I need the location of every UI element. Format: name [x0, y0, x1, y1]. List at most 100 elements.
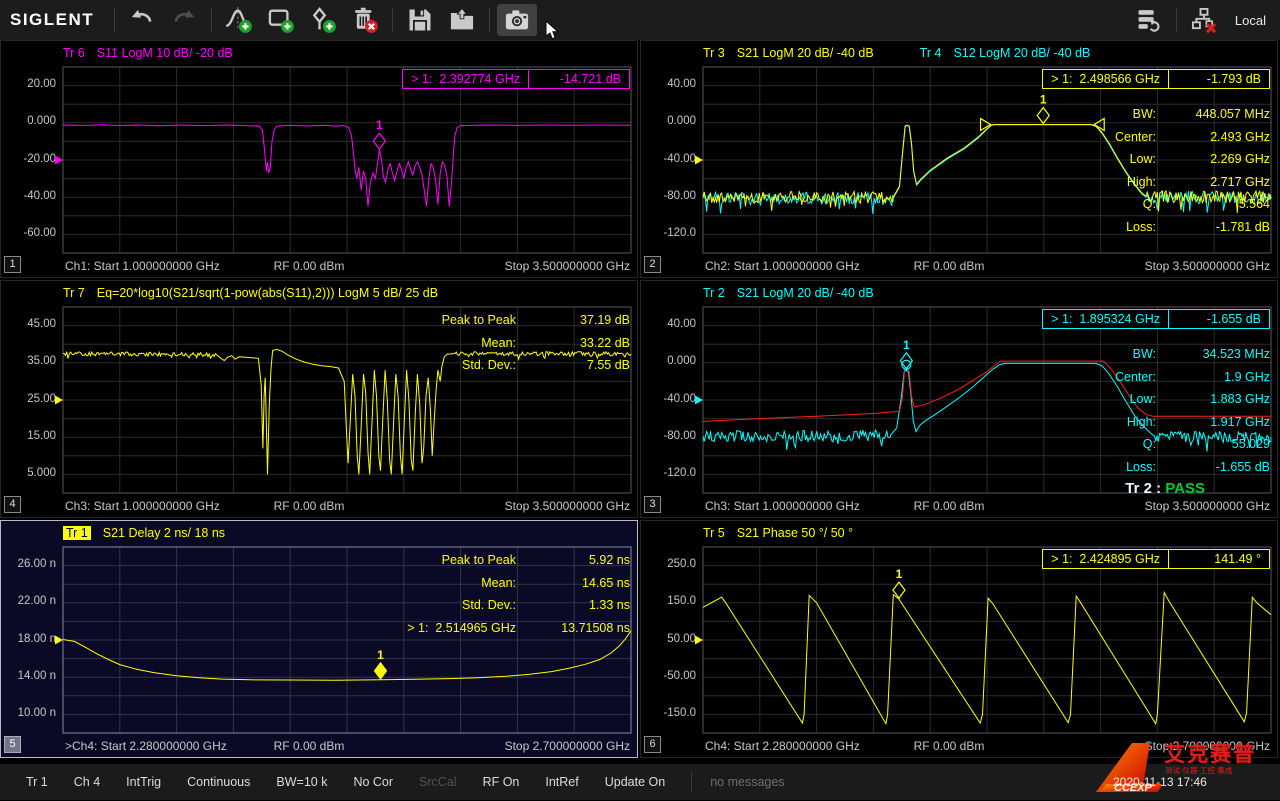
trace-header-segment[interactable]: Tr 2 — [703, 286, 725, 300]
status-item-intref[interactable]: IntRef — [545, 775, 579, 789]
toolbar-separator — [211, 8, 213, 32]
stats-value: 13.71508 ns — [561, 620, 630, 635]
screenshot-button[interactable] — [497, 4, 538, 36]
system-info-button[interactable] — [1129, 4, 1169, 36]
rf-power-label: RF 0.00 dBm — [273, 499, 345, 513]
window-number-badge[interactable]: 3 — [644, 496, 661, 513]
add-window-button[interactable] — [261, 4, 301, 36]
trace-header-segment[interactable]: Tr 3 — [703, 46, 725, 60]
redo-button[interactable] — [164, 4, 204, 36]
measurement-window-2[interactable]: Tr 3 S21 LogM 20 dB/ -40 dB Tr 4 S12 LogM 2… — [640, 40, 1278, 278]
status-item-bw-10-k[interactable]: BW=10 k — [276, 775, 328, 789]
channel-stop-label: Stop 3.500000000 GHz — [1144, 259, 1270, 273]
add-trace-button[interactable] — [219, 4, 259, 36]
measurement-window-6[interactable]: Tr 5 S21 Phase 50 °/ 50 ° 250.0 150.0 50.00 -… — [640, 520, 1278, 758]
marker-amplitude-value: -14.721 dB — [528, 70, 629, 88]
marker-number-label: 1 — [377, 648, 384, 662]
channel-start-label: Ch3: Start 1.000000000 GHz — [705, 499, 860, 513]
status-item-tr-1[interactable]: Tr 1 — [26, 775, 48, 789]
chart-plot[interactable]: 1 — [53, 541, 643, 741]
add-window-icon — [268, 9, 295, 33]
stats-value: 2.493 GHz — [1210, 129, 1270, 144]
y-axis-label: -20.00 — [23, 152, 56, 165]
measurement-window-1[interactable]: Tr 6 S11 LogM 10 dB/ -20 dB 20.00 0.000 -20.… — [0, 40, 638, 278]
status-item-no-cor[interactable]: No Cor — [353, 775, 394, 789]
trace-header-segment[interactable]: S12 LogM 20 dB/ -40 dB — [953, 46, 1091, 60]
measurement-stats: BW: 34.523 MHz Center: 1.9 GHz Low: 1.883 GHz… — [1115, 343, 1270, 478]
save-icon — [409, 9, 431, 31]
marker-diamond-icon — [1036, 106, 1050, 125]
y-axis-label: 150.0 — [667, 595, 696, 608]
redo-icon — [174, 9, 195, 22]
y-axis-label: 26.00 n — [17, 558, 56, 571]
toolbar-separator — [114, 8, 116, 32]
stats-value: 55.029 — [1231, 437, 1270, 452]
stats-value: 2.717 GHz — [1210, 174, 1270, 189]
stats-value: -1.655 dB — [1215, 459, 1270, 474]
y-axis-label: -150.0 — [663, 706, 696, 719]
y-axis-label: 40.00 — [667, 318, 696, 331]
window-number-badge[interactable]: 2 — [644, 256, 661, 273]
system-message: no messages — [710, 775, 785, 789]
chart-plot[interactable]: 1 — [53, 61, 643, 261]
window-number-badge[interactable]: 5 — [4, 736, 21, 753]
delete-button[interactable] — [345, 4, 385, 36]
delete-icon — [355, 7, 379, 33]
trace-header-segment[interactable]: Eq=20*log10(S21/sqrt(1-pow(abs(S11),2)))… — [96, 286, 439, 300]
chart-plot[interactable]: 1 — [693, 61, 1280, 261]
reference-level-arrow — [695, 395, 703, 405]
window-number-badge[interactable]: 6 — [644, 736, 661, 753]
trace-header-segment[interactable]: Tr 7 — [63, 286, 85, 300]
chart-plot[interactable]: 1 — [693, 541, 1280, 741]
trace-line — [702, 124, 1272, 214]
recall-button[interactable] — [442, 4, 482, 36]
undo-button[interactable] — [122, 4, 162, 36]
local-mode-label: Local — [1234, 12, 1266, 28]
trace-header-segment[interactable]: S21 Delay 2 ns/ 18 ns — [102, 526, 226, 540]
status-item-inttrig[interactable]: IntTrig — [126, 775, 162, 789]
measurement-window-5[interactable]: Tr 1 S21 Delay 2 ns/ 18 ns 26.00 n 22.00 n 1… — [0, 520, 638, 758]
trace-header-segment[interactable]: S21 Phase 50 °/ 50 ° — [736, 526, 854, 540]
status-item-ch-4[interactable]: Ch 4 — [73, 775, 101, 789]
lan-status-button[interactable] — [1184, 4, 1224, 36]
channel-stop-label: Stop 2.700000000 GHz — [1144, 739, 1270, 753]
add-marker-button[interactable] — [303, 4, 343, 36]
window-number-badge[interactable]: 4 — [4, 496, 21, 513]
stats-label: Std. Dev.: — [462, 358, 516, 373]
y-axis-label: 250.0 — [667, 558, 696, 571]
status-item-update-on[interactable]: Update On — [604, 775, 666, 789]
measurement-window-3[interactable]: Tr 2 S21 LogM 20 dB/ -40 dB 40.00 0.000 -40.… — [640, 280, 1278, 518]
y-axis-label: 50.00 — [667, 632, 696, 645]
trace-header-segment[interactable]: Tr 5 — [703, 526, 725, 540]
marker-readout: > 1: 2.424895 GHz 141.49 ° — [1042, 549, 1270, 569]
stats-value: 33.22 dB — [579, 335, 630, 350]
status-item-srccal[interactable]: SrcCal — [419, 775, 457, 789]
reference-level-arrow — [695, 635, 703, 645]
marker-number-label: 1 — [376, 118, 383, 132]
trace-line — [702, 362, 1272, 452]
marker-number-label: 1 — [896, 567, 903, 581]
measurement-window-4[interactable]: Tr 7 Eq=20*log10(S21/sqrt(1-pow(abs(S11),… — [0, 280, 638, 518]
channel-start-label: Ch2: Start 1.000000000 GHz — [705, 259, 860, 273]
trace-header-segment[interactable]: S21 LogM 20 dB/ -40 dB — [736, 286, 874, 300]
chart-plot[interactable] — [53, 301, 643, 501]
trace-header-segment[interactable]: S11 LogM 10 dB/ -20 dB — [96, 46, 233, 60]
trace-line — [702, 590, 1272, 726]
trace-header-segment[interactable]: Tr 4 — [919, 46, 942, 60]
stats-value: 1.883 GHz — [1210, 392, 1270, 407]
rf-power-label: RF 0.00 dBm — [913, 259, 985, 273]
trace-header-segment[interactable]: Tr 6 — [63, 46, 85, 60]
channel-start-label: Ch1: Start 1.000000000 GHz — [65, 259, 220, 273]
status-item-continuous[interactable]: Continuous — [187, 775, 251, 789]
stats-row: BW: 448.057 MHz — [1115, 103, 1270, 126]
trace-header-segment[interactable]: S21 LogM 20 dB/ -40 dB — [736, 46, 874, 60]
window-number-badge[interactable]: 1 — [4, 256, 21, 273]
save-button[interactable] — [400, 4, 440, 36]
y-axis-label: 20.00 — [27, 78, 56, 91]
lan-error-icon — [1191, 7, 1217, 34]
stats-label: Mean: — [481, 575, 516, 590]
stats-value: 14.65 ns — [582, 575, 630, 590]
status-item-rf-on[interactable]: RF On — [482, 775, 520, 789]
y-axis-label: -40.00 — [23, 189, 56, 202]
trace-header-segment[interactable]: Tr 1 — [63, 526, 91, 540]
